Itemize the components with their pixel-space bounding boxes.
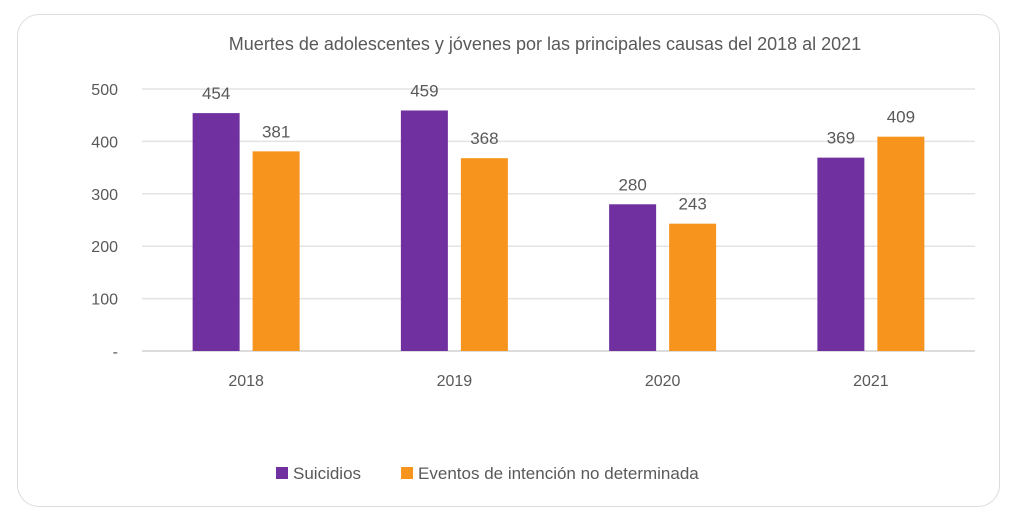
y-tick-label: - xyxy=(113,344,118,361)
legend-swatch xyxy=(276,467,288,479)
bar-suicidios-2021 xyxy=(817,157,865,351)
bar-eventos-2020 xyxy=(669,223,717,351)
chart-title: Muertes de adolescentes y jóvenes por la… xyxy=(229,34,861,54)
y-tick-label: 200 xyxy=(91,239,118,256)
legend-swatch xyxy=(401,467,414,479)
legend-label: Eventos de intención no determinada xyxy=(418,464,699,483)
data-label: 381 xyxy=(262,122,290,141)
data-label: 280 xyxy=(618,175,646,194)
data-label: 369 xyxy=(827,129,855,148)
bar-suicidios-2018 xyxy=(192,113,240,351)
y-tick-label: 300 xyxy=(91,187,118,204)
legend-label: Suicidios xyxy=(293,464,361,483)
bar-suicidios-2020 xyxy=(609,204,657,351)
x-tick-label: 2019 xyxy=(437,373,473,390)
y-tick-label: 400 xyxy=(91,134,118,151)
data-label: 243 xyxy=(678,195,706,214)
bar-suicidios-2019 xyxy=(400,110,448,351)
bar-eventos-2021 xyxy=(877,136,925,351)
data-label: 459 xyxy=(410,81,438,100)
data-label: 409 xyxy=(887,108,915,127)
data-label: 368 xyxy=(470,129,498,148)
y-tick-label: 500 xyxy=(91,82,118,99)
chart-card xyxy=(17,14,1000,507)
bar-eventos-2019 xyxy=(460,158,508,351)
x-tick-label: 2018 xyxy=(228,373,264,390)
x-tick-label: 2020 xyxy=(645,373,681,390)
data-label: 454 xyxy=(202,84,230,103)
y-tick-label: 100 xyxy=(91,292,118,309)
bar-eventos-2018 xyxy=(252,151,300,351)
x-tick-label: 2021 xyxy=(853,373,889,390)
